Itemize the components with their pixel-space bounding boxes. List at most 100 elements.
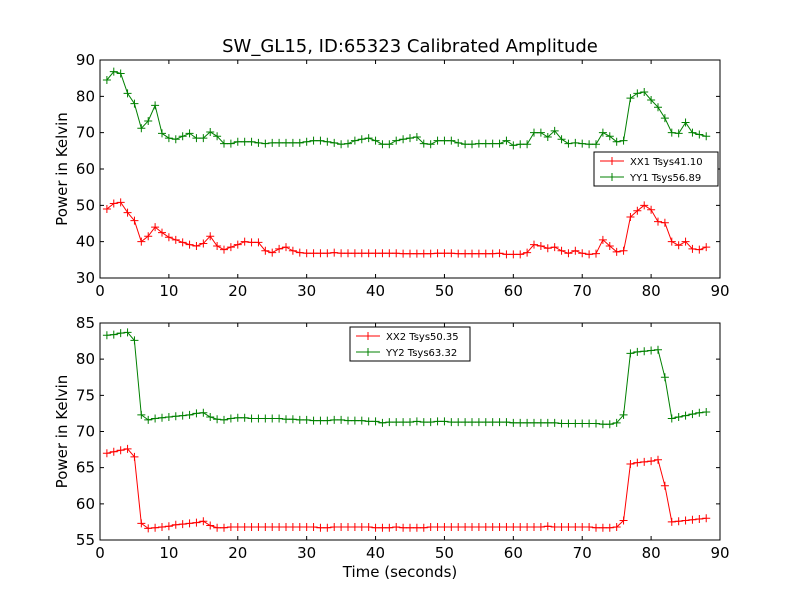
data-point-marker	[426, 140, 435, 149]
data-point-marker	[199, 134, 208, 143]
series-line	[106, 71, 707, 146]
data-point-marker	[488, 418, 497, 427]
series-2	[102, 328, 711, 429]
data-point-marker	[309, 522, 318, 531]
data-point-marker	[557, 135, 566, 144]
data-point-marker	[247, 414, 256, 423]
data-point-marker	[344, 249, 352, 258]
x-tick-label: 0	[95, 544, 105, 562]
data-point-marker	[302, 415, 311, 424]
data-point-marker	[275, 414, 284, 423]
data-point-marker	[275, 522, 284, 531]
data-point-marker	[364, 134, 373, 143]
data-point-marker	[605, 242, 614, 251]
series-1	[102, 444, 711, 533]
data-point-marker	[295, 248, 304, 257]
data-point-marker	[399, 135, 408, 144]
data-point-marker	[523, 418, 532, 427]
data-point-marker	[406, 134, 414, 143]
data-point-marker	[130, 452, 139, 461]
legend: XX2 Tsys50.35 YY2 Tsys63.32	[349, 326, 471, 362]
data-point-marker	[688, 244, 697, 253]
data-point-marker	[454, 418, 463, 427]
data-point-marker	[226, 414, 235, 423]
data-point-marker	[357, 416, 366, 425]
data-point-marker	[254, 414, 263, 423]
data-point-marker	[536, 418, 545, 427]
chart-title: SW_GL15, ID:65323 Calibrated Amplitude	[222, 36, 598, 57]
data-point-marker	[592, 523, 600, 532]
data-point-marker	[578, 139, 587, 148]
data-point-marker	[247, 238, 256, 247]
data-point-marker	[612, 137, 621, 146]
legend: XX1 Tsys41.10 YY1 Tsys56.89	[593, 151, 719, 187]
data-point-marker	[612, 247, 621, 256]
legend-entry-label: YY2 Tsys63.32	[385, 348, 457, 359]
data-point-marker	[585, 250, 594, 259]
data-point-marker	[130, 216, 139, 225]
data-point-marker	[468, 249, 476, 258]
data-point-marker	[144, 232, 153, 241]
bottom-panel: 0 10 20 30 40 50 60 70 80 90 55 60 65 70 75 80 85 Power i…	[53, 314, 730, 581]
data-point-marker	[158, 129, 166, 138]
data-point-marker	[240, 237, 249, 246]
data-point-marker	[399, 249, 408, 258]
data-point-marker	[199, 517, 208, 526]
y-axis-label: Power in Kelvin	[53, 112, 71, 226]
y-tick-label: 90	[76, 51, 95, 69]
data-point-marker	[654, 103, 662, 112]
x-tick-label: 40	[366, 282, 385, 300]
data-point-marker	[399, 418, 408, 427]
data-point-marker	[454, 249, 463, 258]
data-point-marker	[316, 416, 325, 425]
x-tick-label: 10	[159, 544, 178, 562]
data-point-marker	[330, 248, 339, 257]
legend-marker	[608, 173, 616, 181]
data-point-marker	[640, 201, 649, 210]
data-point-marker	[226, 243, 235, 252]
x-tick-label: 30	[297, 282, 316, 300]
data-point-marker	[419, 249, 428, 258]
data-point-marker	[254, 138, 263, 147]
data-point-marker	[502, 522, 511, 531]
data-point-marker	[344, 522, 352, 531]
data-point-marker	[502, 418, 511, 427]
legend-marker	[364, 348, 372, 356]
data-point-marker	[495, 249, 504, 258]
data-point-marker	[261, 522, 270, 531]
data-point-marker	[550, 418, 559, 427]
data-point-marker	[151, 223, 160, 232]
data-point-marker	[220, 245, 228, 254]
data-point-marker	[206, 521, 215, 530]
x-tick-label: 50	[435, 282, 454, 300]
data-point-marker	[654, 455, 662, 464]
data-point-marker	[681, 118, 690, 127]
data-point-marker	[571, 246, 580, 255]
data-point-marker	[509, 522, 518, 531]
data-point-marker	[564, 419, 573, 428]
data-point-marker	[213, 242, 222, 251]
data-point-marker	[502, 136, 511, 145]
data-point-marker	[633, 206, 642, 215]
data-point-marker	[585, 419, 594, 428]
data-point-marker	[605, 420, 614, 429]
data-point-marker	[543, 133, 552, 142]
x-tick-label: 60	[504, 282, 523, 300]
data-point-marker	[233, 522, 242, 531]
data-point-marker	[185, 410, 194, 419]
data-point-marker	[192, 242, 201, 251]
data-point-marker	[564, 249, 573, 258]
data-point-marker	[309, 136, 318, 145]
data-point-marker	[302, 249, 311, 258]
data-point-marker	[592, 249, 600, 258]
data-point-marker	[261, 414, 270, 423]
data-point-marker	[681, 411, 690, 420]
data-point-marker	[509, 418, 518, 427]
data-point-marker	[592, 419, 600, 428]
data-point-marker	[681, 516, 690, 525]
legend-box	[349, 326, 471, 362]
data-point-marker	[433, 249, 442, 258]
data-point-marker	[220, 415, 228, 424]
data-point-marker	[288, 138, 297, 147]
data-point-marker	[158, 413, 166, 422]
